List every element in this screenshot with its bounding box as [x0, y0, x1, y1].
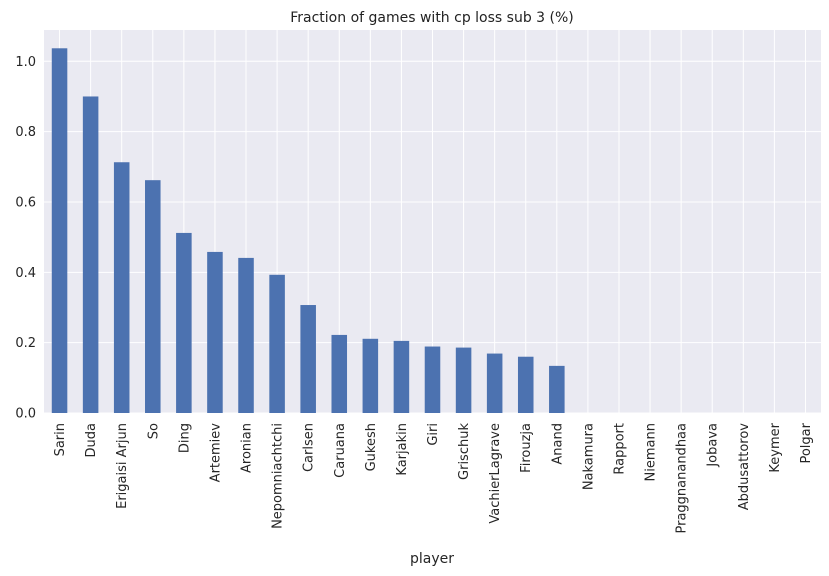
bar-anand — [549, 365, 565, 413]
x-tick-label: Polgar — [799, 422, 814, 463]
bar-carlsen — [300, 305, 316, 413]
x-tick-label: Carlsen — [302, 423, 317, 472]
y-tick-label: 0.2 — [15, 336, 36, 351]
bar-gukesh — [362, 338, 379, 413]
x-tick-label: Sarin — [53, 423, 68, 456]
x-tick-label: Grischuk — [457, 423, 472, 480]
x-tick-label: Rapport — [612, 423, 627, 475]
x-tick-label: Keymer — [768, 422, 783, 472]
y-tick-label: 0.0 — [15, 407, 36, 422]
x-tick-label: Duda — [84, 423, 99, 457]
x-axis-label: player — [410, 551, 454, 567]
x-tick-labels: Sarin Duda Erigaisi Arjun So Ding Artemiev Aro… — [53, 422, 814, 533]
x-tick-label: Jobava — [706, 423, 721, 468]
bar-duda — [82, 96, 99, 414]
x-tick-label: Nakamura — [581, 423, 596, 490]
x-tick-label: Praggnanandhaa — [675, 423, 690, 534]
y-tick-label: 0.8 — [15, 125, 36, 140]
bar-erigaisi-arjun — [113, 162, 130, 413]
x-tick-label: Erigaisi Arjun — [115, 423, 130, 509]
x-tick-label: Niemann — [644, 423, 659, 481]
bar-artemiev — [207, 251, 223, 413]
x-tick-label: Ding — [177, 423, 192, 453]
bar-karjakin — [393, 340, 410, 413]
x-tick-label: Anand — [550, 423, 565, 465]
x-tick-label: Artemiev — [208, 423, 223, 483]
bar-grischuk — [455, 347, 472, 413]
x-tick-label: Gukesh — [364, 423, 379, 471]
bar-ding — [176, 232, 192, 413]
bars — [51, 48, 565, 414]
y-tick-label: 1.0 — [15, 55, 36, 70]
y-tick-label: 0.6 — [15, 195, 36, 210]
bar-so — [145, 180, 161, 413]
bar-sarin — [51, 48, 68, 414]
x-tick-label: So — [146, 423, 161, 439]
x-tick-label: Abdusattorov — [737, 423, 752, 511]
bar-vachierlagrave — [486, 353, 503, 413]
bar-caruana — [331, 334, 348, 413]
x-tick-label: Nepomniachtchi — [271, 423, 286, 529]
bar-nepomniachtchi — [269, 274, 285, 413]
x-tick-label: Firouzja — [519, 423, 534, 473]
x-tick-label: VachierLagrave — [488, 423, 503, 524]
x-tick-label: Karjakin — [395, 423, 410, 476]
bar-giri — [424, 346, 441, 413]
y-tick-labels: 0.0 0.2 0.4 0.6 0.8 1.0 — [15, 55, 36, 422]
bar-firouzja — [517, 356, 534, 413]
bar-aronian — [238, 257, 254, 413]
x-tick-label: Giri — [426, 423, 441, 446]
y-tick-label: 0.4 — [15, 266, 36, 281]
chart-title: Fraction of games with cp loss sub 3 (%) — [290, 10, 574, 26]
x-tick-label: Aronian — [240, 423, 255, 473]
x-tick-label: Caruana — [333, 423, 348, 478]
